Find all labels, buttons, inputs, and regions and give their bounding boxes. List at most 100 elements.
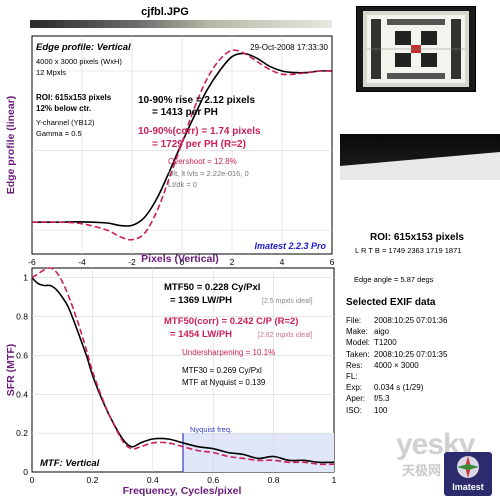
- mtf50-corrected: MTF50(corr) = 0.242 C/P (R=2): [164, 316, 298, 327]
- edge-panel-title: Edge profile: Vertical: [36, 42, 131, 53]
- mtf-x-tick-label: 1: [332, 475, 337, 485]
- image-megapixels: 12 Mpxls: [36, 68, 66, 77]
- mtf-panel-title: MTF: Vertical: [40, 458, 100, 469]
- exif-row: Make: aigo: [346, 327, 389, 336]
- rise-corrected: 10-90%(corr) = 1.74 pixels: [138, 126, 261, 137]
- exif-label: Aper:: [346, 394, 366, 404]
- roi-bounds: L R T B = 1749 2363 1719 1871: [355, 246, 462, 255]
- edge-roi: ROI: 615x153 pixels: [36, 93, 112, 102]
- imatest-logo-text: Imatest: [452, 482, 484, 492]
- mtf50-corrected-lw: = 1454 LW/PH: [170, 329, 232, 340]
- overshoot: Overshoot = 12.8%: [168, 157, 237, 166]
- edge-x-ticks: -6 -4 -2 0 2 4 6: [28, 257, 334, 267]
- mtf-x-tick-label: 0.2: [86, 475, 98, 485]
- mtf-y-label: SFR (MTF): [5, 344, 17, 397]
- mtf50: MTF50 = 0.228 Cy/Pxl: [164, 282, 260, 293]
- exif-row: Taken: 2008:10:25 07:01:35: [346, 350, 447, 359]
- mtf50-ideal: [2.5 mpxls ideal]: [262, 298, 313, 305]
- edge-panel-date: 29-Oct-2008 17:33:30: [250, 43, 328, 52]
- edge-gamma: Gamma = 0.5: [36, 129, 82, 138]
- edge-x-tick-label: -4: [78, 257, 86, 267]
- imatest-logo-icon: [457, 456, 479, 478]
- mtf-y-tick-label: 0.4: [16, 389, 28, 399]
- mtf-y-tick-label: 0.8: [16, 312, 28, 322]
- exif-row: Model: T1200: [346, 338, 397, 347]
- mtf-y-tick-label: 0: [23, 467, 28, 477]
- exif-label: Model:: [346, 338, 371, 348]
- edge-x-label: Pixels (Vertical): [141, 253, 219, 265]
- rise-corrected-per-ph: = 1729 per PH (R=2): [152, 139, 246, 150]
- exif-value: 2008:10:25 07:01:35: [374, 349, 448, 359]
- edge-y-label: Edge profile (linear): [5, 96, 17, 195]
- mtf-measured-line: [31, 277, 335, 464]
- edge-profile-chart: -6 -4 -2 0 2 4 6 Pixels (Vertical) Edge profil…: [5, 35, 335, 267]
- exif-label: ISO:: [346, 405, 363, 415]
- yesky-watermark: yesky 天极网 Imatest: [396, 428, 500, 500]
- exif-label: Exp:: [346, 383, 363, 393]
- exif-title: Selected EXIF data: [346, 297, 436, 308]
- image-dimensions: 4000 x 3000 pixels (WxH): [36, 57, 122, 66]
- yesky-chinese: 天极网: [402, 463, 442, 478]
- tonal-strip: [30, 20, 332, 28]
- nyquist-label: Nyquist freq.: [190, 425, 232, 434]
- exif-value: f/5.3: [374, 394, 390, 404]
- exif-row: FL:: [346, 372, 374, 381]
- file-title: cjfbl.JPG: [141, 6, 189, 18]
- mtf50-corrected-ideal: [2.82 mpxls ideal]: [258, 332, 313, 339]
- mtf-y-tick-label: 0.6: [16, 350, 28, 360]
- exif-value: aigo: [374, 327, 390, 337]
- exif-value: 2008:10:25 07:01:36: [374, 316, 448, 325]
- mtf-at-nyquist: MTF at Nyquist = 0.139: [182, 378, 266, 387]
- mtf-x-tick-label: 0: [30, 475, 35, 485]
- exif-label: Res:: [346, 360, 363, 370]
- exif-row: Aper: f/5.3: [346, 394, 390, 403]
- chart-thumbnail-graphic: [363, 11, 469, 87]
- exif-label: FL:: [346, 372, 358, 381]
- mtf-x-ticks: 0 0.2 0.4 0.6 0.8 1: [30, 475, 337, 485]
- edge-below-center: 12% below ctr.: [36, 104, 91, 113]
- exif-label: File:: [346, 316, 362, 325]
- edge-measured-line: [32, 52, 333, 227]
- imatest-logo: Imatest: [444, 452, 492, 496]
- edge-x-tick-label: 6: [330, 257, 335, 267]
- exif-value: 100: [374, 405, 388, 415]
- edge-x-tick-label: -6: [28, 257, 36, 267]
- mtf-y-ticks: 0 0.2 0.4 0.6 0.8 1: [16, 273, 28, 477]
- chart-thumbnail: [356, 6, 476, 92]
- exif-row: ISO: 100: [346, 406, 387, 415]
- exif-label: Make:: [346, 327, 368, 337]
- light-dark-ratio: Lt/dk = 0: [168, 180, 197, 189]
- undersharpening: Undersharpening = 10.1%: [182, 348, 275, 357]
- mtf-x-tick-label: 0.6: [207, 475, 219, 485]
- imatest-version: Imatest 2.2.3 Pro: [254, 241, 326, 251]
- rise-per-ph: = 1413 per PH: [152, 107, 218, 118]
- mtf-y-tick-label: 1: [23, 273, 28, 283]
- rise-distance: 10-90% rise = 2.12 pixels: [138, 95, 255, 106]
- edge-angle: Edge angle = 5.87 degs: [354, 275, 434, 284]
- exif-value: 0.034 s (1/29): [374, 383, 424, 393]
- edge-channel: Y-channel (YB12): [36, 118, 95, 127]
- mtf30: MTF30 = 0.269 Cy/Pxl: [182, 366, 262, 375]
- exif-row: Res: 4000 × 3000: [346, 361, 419, 370]
- roi-crop-graphic: [340, 134, 500, 180]
- edge-x-tick-label: 2: [230, 257, 235, 267]
- mtf-x-tick-label: 0.4: [147, 475, 159, 485]
- exif-value: T1200: [374, 338, 397, 348]
- nyquist-region: [183, 433, 334, 472]
- roi-summary: ROI: 615x153 pixels: [370, 232, 464, 243]
- exif-label: Taken:: [346, 349, 370, 359]
- exif-row: File: 2008:10:25 07:01:36: [346, 316, 447, 325]
- mtf-y-tick-label: 0.2: [16, 428, 28, 438]
- mtf50-lw: = 1369 LW/PH: [170, 295, 232, 306]
- edge-x-tick-label: 4: [280, 257, 285, 267]
- mtf-corrected-line: [31, 267, 335, 466]
- mtf-x-tick-label: 0.8: [268, 475, 280, 485]
- dark-light-levels: Dlt, lt lvls = 2.22e-016, 0: [168, 169, 249, 178]
- edge-x-tick-label: -2: [128, 257, 136, 267]
- edge-x-tick-label: 0: [180, 257, 185, 267]
- roi-crop: [340, 134, 500, 180]
- edge-corrected-line: [31, 49, 333, 241]
- mtf-x-label: Frequency, Cycles/pixel: [123, 485, 242, 497]
- mtf-chart: 0 0.2 0.4 0.6 0.8 1 0 0.2 0.4 0.6 0.8 1 Nyquist fr…: [5, 267, 337, 497]
- exif-value: 4000 × 3000: [374, 360, 419, 370]
